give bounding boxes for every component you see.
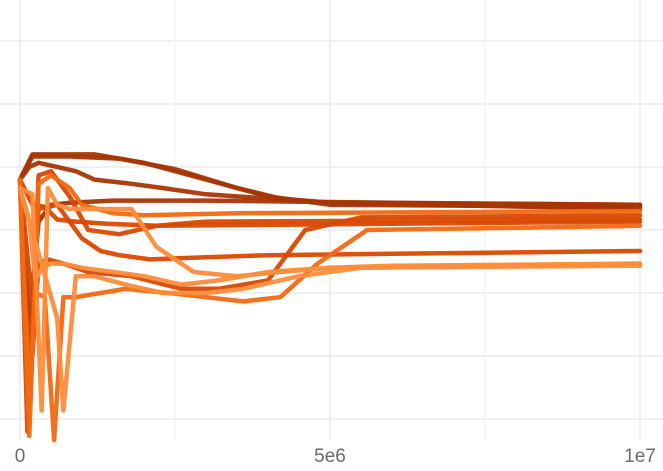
x-tick-label: 5e6 <box>314 446 346 467</box>
x-axis-tick-labels: 0 5e6 1e7 <box>15 446 656 467</box>
x-tick-label: 0 <box>15 446 26 467</box>
series-line <box>17 185 643 287</box>
series-lines <box>17 152 643 443</box>
x-tick-label: 1e7 <box>624 446 656 467</box>
series-line <box>17 185 643 443</box>
series-line <box>17 160 643 212</box>
series-line <box>17 185 643 413</box>
